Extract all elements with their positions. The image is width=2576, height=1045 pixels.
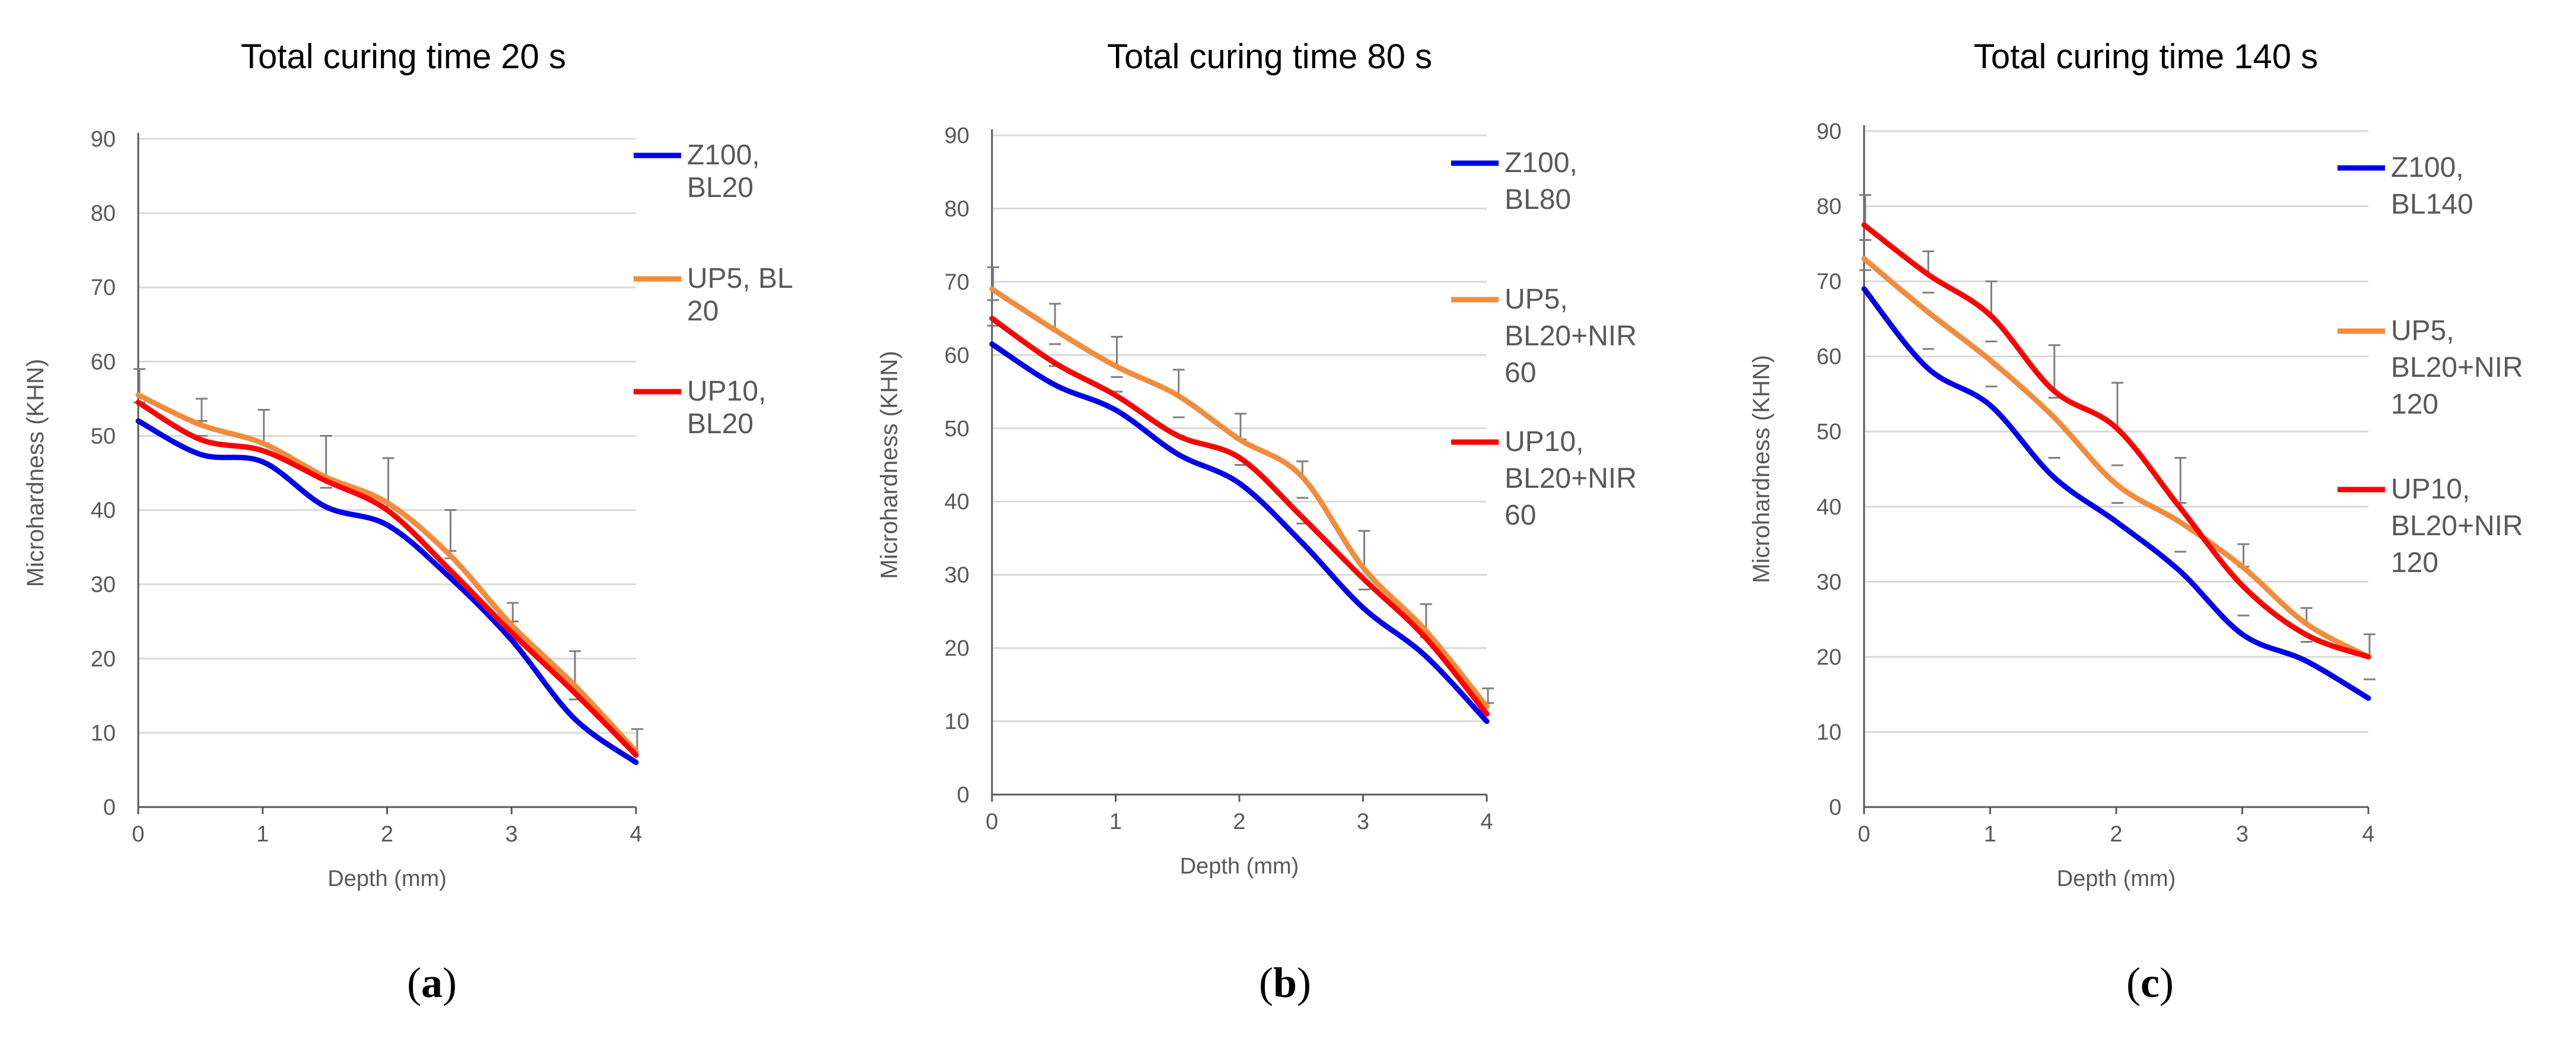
x-tick-label: 4 bbox=[1480, 809, 1493, 834]
y-tick-label: 90 bbox=[91, 127, 116, 152]
caption-c-letter: c bbox=[2141, 959, 2160, 1006]
y-axis-label: Microhardness (KHN) bbox=[23, 359, 49, 587]
caption-a-letter: a bbox=[421, 959, 443, 1006]
y-tick-label: 80 bbox=[944, 196, 969, 221]
y-tick-label: 20 bbox=[944, 636, 969, 661]
y-tick-label: 40 bbox=[1817, 495, 1842, 520]
legend-label-up5: UP5, BL20+NIR 60 bbox=[1505, 284, 1637, 389]
chart-a: Total curing time 20 s010203040506070809… bbox=[23, 37, 793, 891]
y-tick-label: 20 bbox=[91, 647, 116, 672]
y-tick-label: 90 bbox=[1817, 119, 1842, 144]
chart-title: Total curing time 140 s bbox=[1974, 37, 2318, 76]
x-tick-label: 1 bbox=[1109, 809, 1122, 834]
x-tick-label: 4 bbox=[629, 822, 642, 847]
series-line-up5 bbox=[989, 286, 1490, 710]
y-tick-label: 30 bbox=[944, 563, 969, 588]
legend-label-up5: UP5, BL20+NIR 120 bbox=[2391, 315, 2523, 420]
series-line-up5 bbox=[135, 392, 639, 754]
y-axis-label: Microhardness (KHN) bbox=[1748, 355, 1774, 583]
y-tick-label: 30 bbox=[91, 573, 116, 598]
y-tick-label: 70 bbox=[944, 270, 969, 295]
y-tick-label: 0 bbox=[1829, 795, 1842, 820]
legend-label-up5: UP5, BL 20 bbox=[687, 263, 793, 327]
series-line-up5 bbox=[1861, 256, 2371, 660]
series-line-z100 bbox=[135, 418, 639, 766]
legend-label-up10: UP10, BL20+NIR 120 bbox=[2391, 474, 2523, 579]
y-tick-label: 10 bbox=[91, 721, 116, 746]
legend-label-z100: Z100, BL140 bbox=[2391, 152, 2473, 220]
y-tick-label: 20 bbox=[1817, 645, 1842, 670]
x-tick-label: 2 bbox=[1233, 809, 1245, 834]
x-tick-label: 0 bbox=[132, 822, 144, 847]
series-line-z100 bbox=[1861, 286, 2371, 701]
y-tick-label: 10 bbox=[944, 710, 969, 735]
chart-c: Total curing time 140 s01020304050607080… bbox=[1748, 37, 2523, 891]
chart-b: Total curing time 80 s010203040506070809… bbox=[876, 37, 1637, 879]
chart-title: Total curing time 20 s bbox=[241, 37, 566, 76]
y-tick-label: 90 bbox=[944, 123, 969, 148]
x-tick-label: 3 bbox=[505, 822, 518, 847]
x-axis-label: Depth (mm) bbox=[327, 866, 447, 891]
y-tick-label: 50 bbox=[91, 424, 116, 449]
y-tick-label: 50 bbox=[944, 417, 969, 441]
y-tick-label: 40 bbox=[91, 498, 116, 523]
y-tick-label: 70 bbox=[91, 275, 116, 300]
y-tick-label: 60 bbox=[91, 350, 116, 374]
x-tick-label: 2 bbox=[2110, 822, 2122, 847]
legend-label-z100: Z100, BL80 bbox=[1505, 147, 1578, 215]
x-axis-label: Depth (mm) bbox=[1180, 854, 1299, 879]
series-line-z100 bbox=[989, 341, 1490, 725]
y-tick-label: 0 bbox=[957, 783, 969, 808]
legend-label-up10: UP10, BL20 bbox=[687, 376, 766, 440]
series-line-up10 bbox=[1861, 222, 2371, 660]
y-tick-label: 40 bbox=[944, 490, 969, 514]
x-tick-label: 2 bbox=[381, 822, 393, 847]
x-tick-label: 0 bbox=[1858, 822, 1870, 847]
y-tick-label: 10 bbox=[1817, 720, 1842, 745]
caption-b-letter: b bbox=[1273, 959, 1297, 1006]
legend-label-z100: Z100, BL20 bbox=[687, 139, 760, 204]
caption-b: (b) bbox=[1258, 959, 1311, 1006]
x-axis-label: Depth (mm) bbox=[2057, 866, 2176, 891]
y-tick-label: 60 bbox=[944, 343, 969, 368]
y-tick-label: 60 bbox=[1817, 345, 1842, 370]
x-tick-label: 0 bbox=[985, 809, 998, 834]
series-line-up10 bbox=[135, 399, 639, 758]
x-tick-label: 1 bbox=[1984, 822, 1996, 847]
caption-c: (c) bbox=[2126, 959, 2174, 1006]
series-line-up10 bbox=[989, 316, 1490, 717]
y-tick-label: 70 bbox=[1817, 269, 1842, 294]
x-tick-label: 4 bbox=[2362, 822, 2374, 847]
y-tick-label: 80 bbox=[91, 201, 116, 226]
x-tick-label: 3 bbox=[1357, 809, 1369, 834]
y-tick-label: 0 bbox=[103, 795, 116, 820]
y-axis-label: Microhardness (KHN) bbox=[876, 351, 902, 579]
y-tick-label: 80 bbox=[1817, 195, 1842, 220]
caption-a: (a) bbox=[407, 959, 457, 1006]
y-tick-label: 30 bbox=[1817, 570, 1842, 595]
x-tick-label: 3 bbox=[2236, 822, 2249, 847]
chart-title: Total curing time 80 s bbox=[1107, 37, 1432, 76]
x-tick-label: 1 bbox=[256, 822, 269, 847]
legend-label-up10: UP10, BL20+NIR 60 bbox=[1505, 426, 1637, 531]
y-tick-label: 50 bbox=[1817, 420, 1842, 444]
